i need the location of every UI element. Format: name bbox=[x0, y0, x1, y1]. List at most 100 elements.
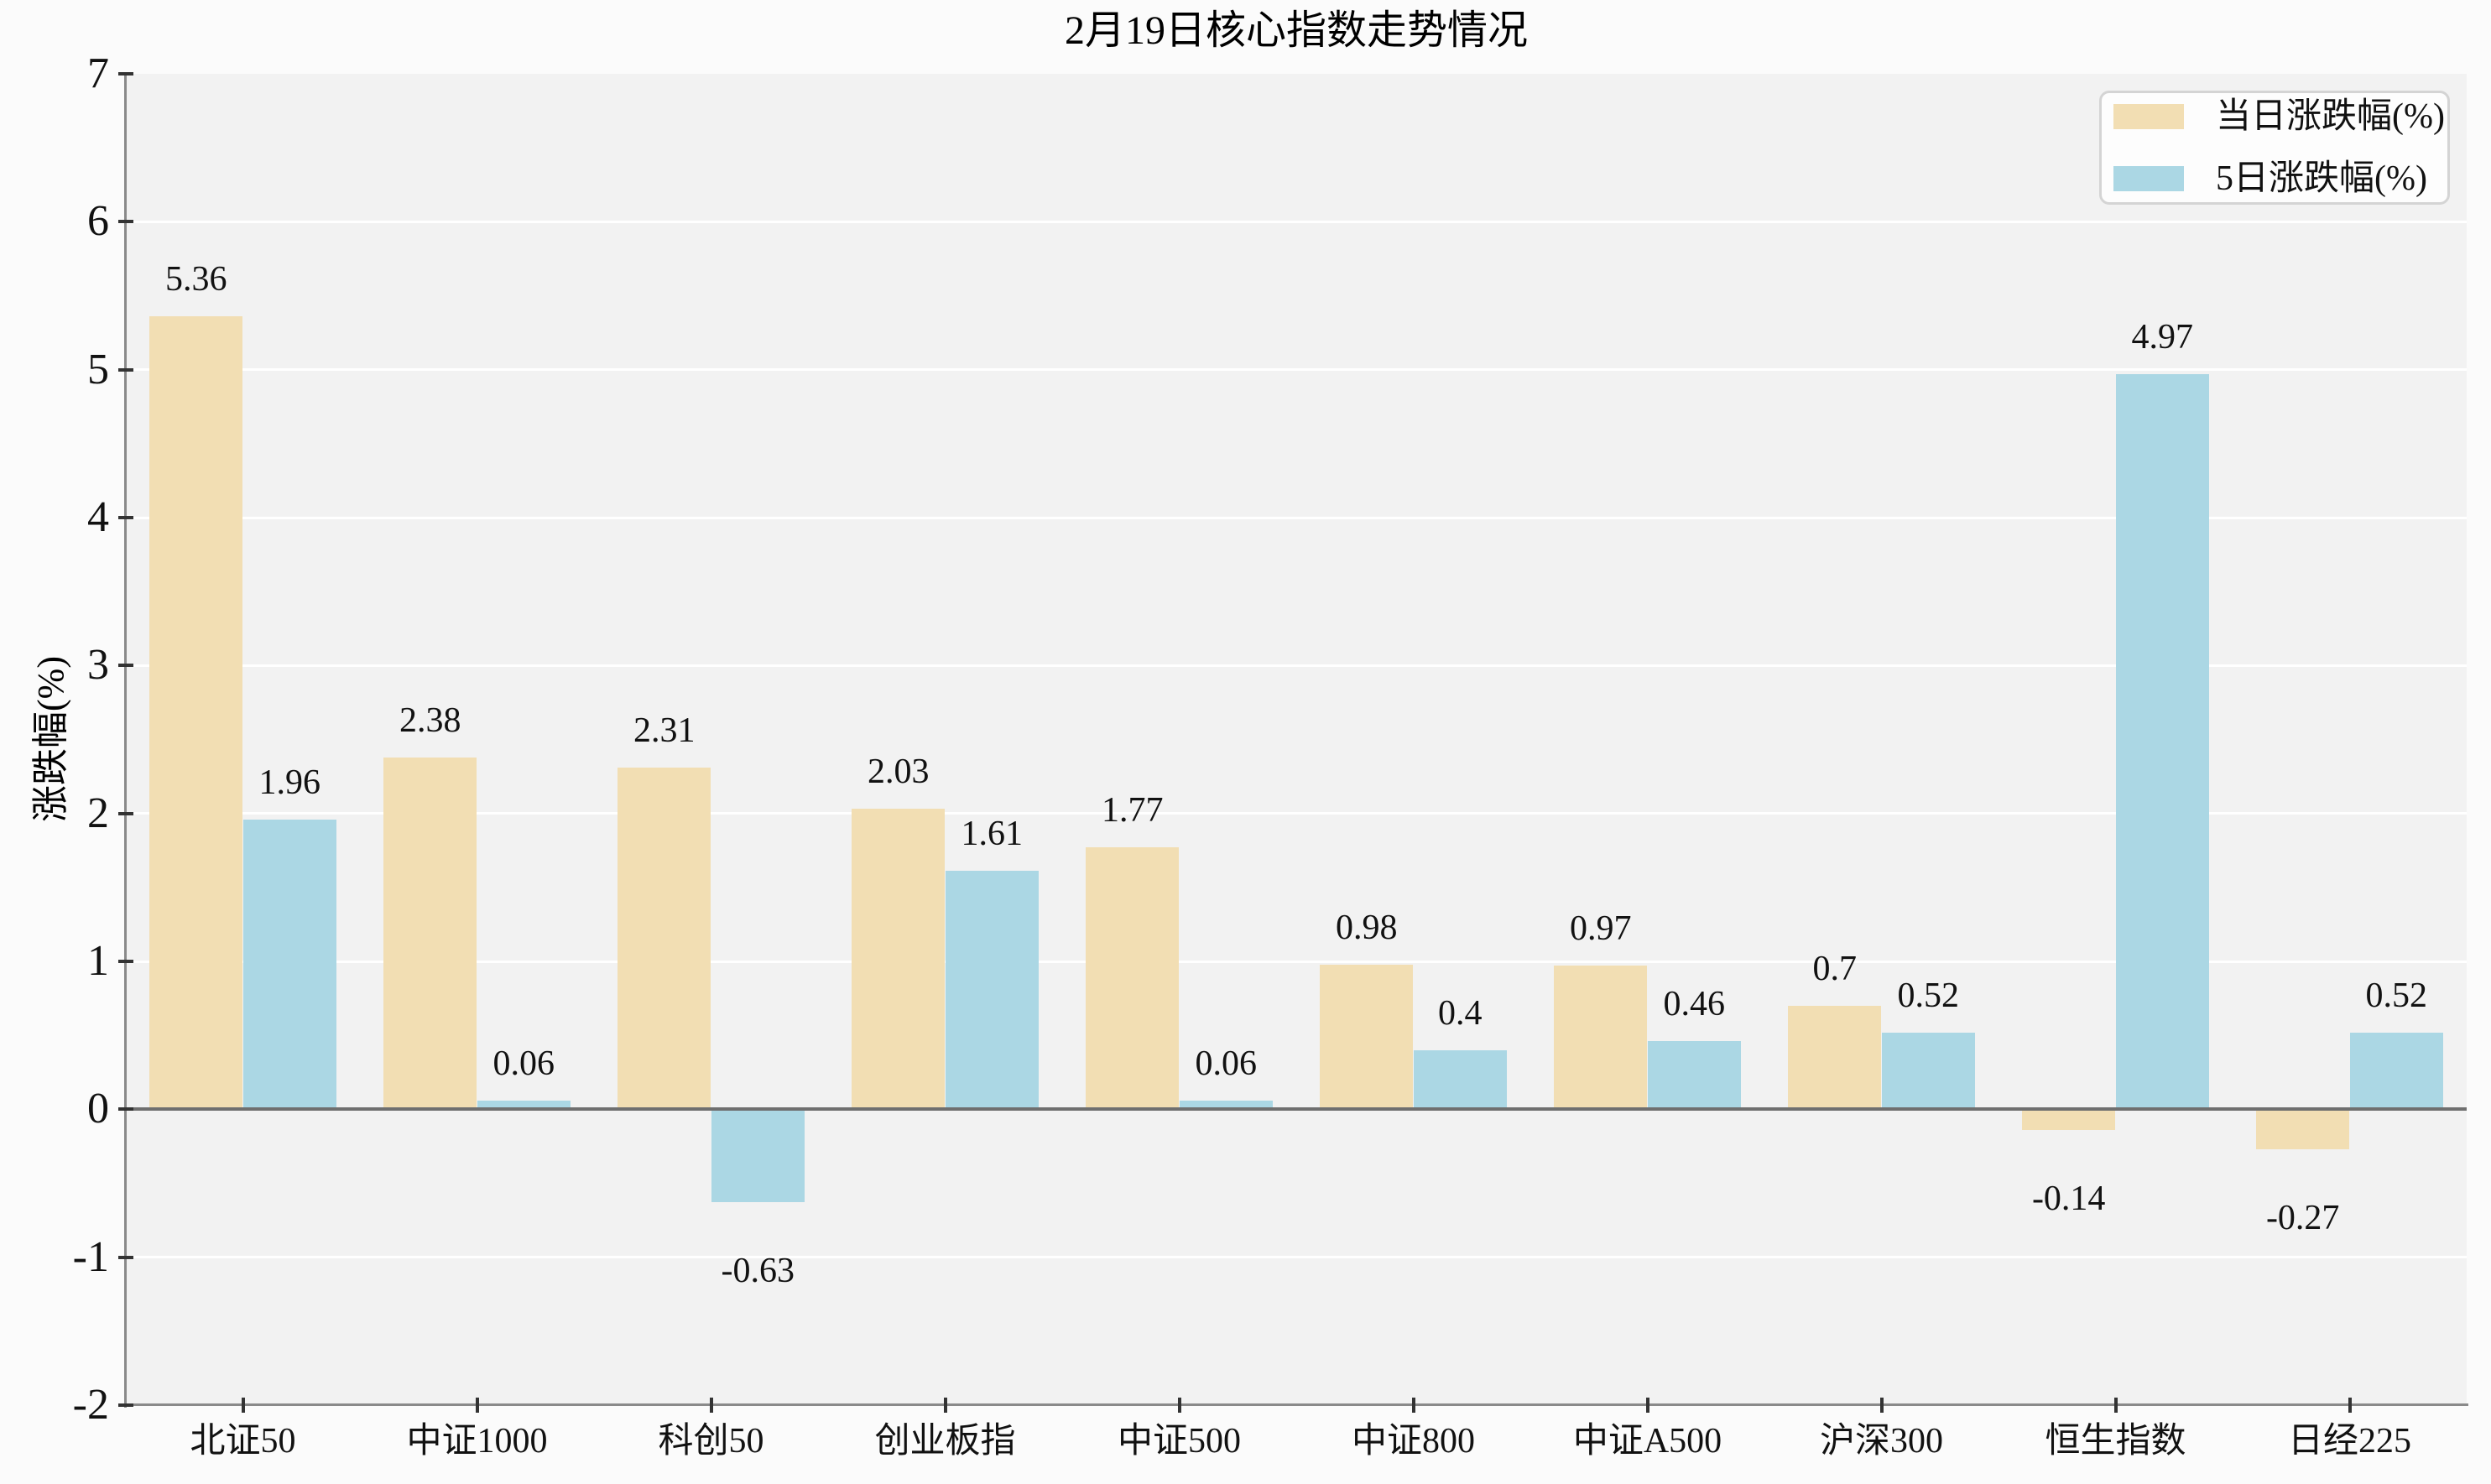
bar-value-label: 2.38 bbox=[399, 700, 461, 740]
x-tick-label: 科创50 bbox=[658, 1422, 764, 1461]
y-tick-label: 2 bbox=[87, 789, 109, 837]
y-tick-label: 1 bbox=[87, 937, 109, 985]
bar-value-label: 0.4 bbox=[1438, 993, 1483, 1033]
bar-value-label: 5.36 bbox=[164, 260, 227, 299]
legend-swatch-series-0 bbox=[2113, 104, 2184, 129]
x-tick-mark bbox=[2113, 1398, 2118, 1413]
bar bbox=[242, 819, 337, 1110]
x-tick-label: 日经225 bbox=[2287, 1422, 2412, 1461]
gridline bbox=[126, 812, 2467, 815]
bar bbox=[945, 871, 1040, 1110]
bar-value-label: 2.03 bbox=[867, 752, 930, 792]
bar bbox=[1881, 1032, 1976, 1110]
legend: 当日涨跌幅(%) 5日涨跌幅(%) bbox=[2099, 91, 2450, 205]
x-tick-mark bbox=[2348, 1398, 2352, 1413]
y-tick-mark bbox=[118, 220, 133, 224]
bar bbox=[617, 768, 711, 1110]
bar bbox=[1553, 966, 1648, 1110]
bar-value-label: 2.31 bbox=[633, 711, 696, 750]
y-tick-label: 6 bbox=[87, 197, 109, 246]
y-tick-mark bbox=[118, 1255, 133, 1259]
x-tick-mark bbox=[241, 1398, 245, 1413]
bar-value-label: 1.61 bbox=[961, 815, 1024, 854]
y-tick-label: -1 bbox=[72, 1232, 109, 1281]
bar bbox=[711, 1109, 805, 1203]
gridline bbox=[126, 516, 2467, 519]
y-tick-label: 5 bbox=[87, 345, 109, 393]
gridline bbox=[126, 960, 2467, 963]
bar bbox=[1413, 1049, 1508, 1110]
gridline bbox=[126, 220, 2467, 223]
x-tick-label: 中证800 bbox=[1351, 1422, 1476, 1461]
x-tick-mark bbox=[1879, 1398, 1884, 1413]
legend-item: 5日涨跌幅(%) bbox=[2113, 160, 2447, 197]
x-axis-spine bbox=[124, 1403, 2468, 1406]
bar-value-label: 0.06 bbox=[492, 1044, 555, 1083]
y-tick-label: 4 bbox=[87, 493, 109, 541]
bar-value-label: 0.46 bbox=[1663, 985, 1726, 1024]
y-tick-mark bbox=[118, 516, 133, 519]
x-tick-label: 中证1000 bbox=[406, 1422, 548, 1461]
chart-title: 2月19日核心指数走势情况 bbox=[1064, 8, 1528, 53]
x-tick-mark bbox=[1645, 1398, 1649, 1413]
bar-value-label: 0.06 bbox=[1195, 1044, 1258, 1083]
x-tick-label: 创业板指 bbox=[874, 1422, 1016, 1461]
bar bbox=[1085, 847, 1180, 1110]
bar-value-label: -0.63 bbox=[721, 1252, 795, 1291]
bar bbox=[477, 1100, 571, 1110]
bar-value-label: 0.98 bbox=[1335, 908, 1398, 947]
bar-value-label: 1.77 bbox=[1101, 791, 1164, 831]
x-tick-label: 中证A500 bbox=[1572, 1422, 1722, 1461]
x-tick-mark bbox=[1411, 1398, 1415, 1413]
y-tick-mark bbox=[118, 367, 133, 372]
bar-value-label: 0.52 bbox=[2365, 976, 2428, 1015]
y-tick-mark bbox=[118, 811, 133, 815]
x-tick-label: 恒生指数 bbox=[2045, 1422, 2186, 1461]
gridline bbox=[126, 1256, 2467, 1259]
bar bbox=[1647, 1041, 1742, 1110]
x-tick-mark bbox=[1177, 1398, 1181, 1413]
y-tick-label: 0 bbox=[87, 1085, 109, 1133]
x-tick-label: 沪深300 bbox=[1819, 1422, 1944, 1461]
x-tick-mark bbox=[943, 1398, 947, 1413]
bar bbox=[1787, 1005, 1882, 1110]
gridline bbox=[126, 664, 2467, 667]
bar-value-label: -0.27 bbox=[2265, 1198, 2340, 1237]
bar-value-label: 0.52 bbox=[1897, 976, 1960, 1015]
y-tick-mark bbox=[118, 1107, 133, 1112]
y-axis-spine bbox=[124, 74, 127, 1408]
bar-value-label: 0.97 bbox=[1569, 909, 1632, 949]
x-tick-label: 北证50 bbox=[190, 1422, 296, 1461]
y-tick-mark bbox=[118, 664, 133, 668]
y-tick-label: 3 bbox=[87, 641, 109, 690]
bar bbox=[383, 757, 477, 1110]
x-tick-label: 中证500 bbox=[1117, 1422, 1242, 1461]
bar-value-label: -0.14 bbox=[2031, 1179, 2106, 1219]
x-tick-mark bbox=[709, 1398, 713, 1413]
legend-label-series-0: 当日涨跌幅(%) bbox=[2216, 97, 2445, 136]
bar bbox=[2021, 1109, 2116, 1130]
y-tick-mark bbox=[118, 1403, 133, 1407]
y-tick-label: -2 bbox=[72, 1381, 109, 1429]
gridline bbox=[126, 368, 2467, 372]
x-tick-mark bbox=[475, 1398, 479, 1413]
bar-value-label: 4.97 bbox=[2131, 317, 2194, 357]
legend-item: 当日涨跌幅(%) bbox=[2113, 98, 2447, 135]
bar bbox=[2255, 1109, 2350, 1149]
y-tick-label: 7 bbox=[87, 49, 109, 97]
bar bbox=[1179, 1100, 1274, 1110]
zero-line bbox=[126, 1107, 2467, 1112]
legend-label-series-1: 5日涨跌幅(%) bbox=[2216, 159, 2427, 198]
y-tick-mark bbox=[118, 72, 133, 76]
bar-value-label: 0.7 bbox=[1812, 949, 1857, 988]
plot-area: 5.36 2.38 2.31 2.03 1.77 0.98 0.97 0.7 -0.14 -0.2… bbox=[126, 74, 2467, 1405]
bar bbox=[2349, 1032, 2444, 1110]
bar bbox=[1319, 964, 1414, 1110]
bar-value-label: 1.96 bbox=[258, 763, 321, 802]
y-tick-mark bbox=[118, 960, 133, 963]
bar bbox=[2115, 373, 2210, 1110]
bar bbox=[149, 316, 243, 1110]
legend-swatch-series-1 bbox=[2113, 166, 2184, 191]
bar bbox=[851, 809, 946, 1110]
